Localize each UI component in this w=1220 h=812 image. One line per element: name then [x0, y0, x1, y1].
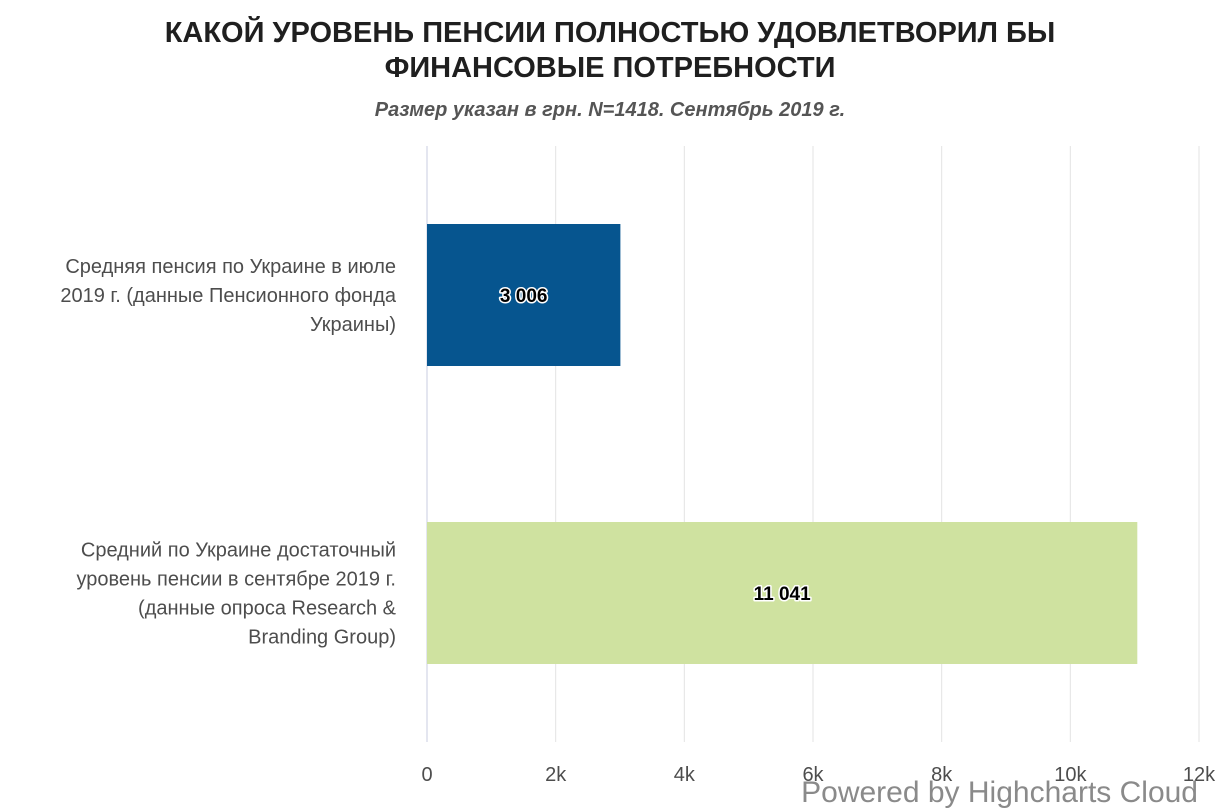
- x-tick-label: 6k: [802, 764, 824, 786]
- data-labels: 3 006 11 041: [498, 285, 812, 607]
- category-label-line: уровень пенсии в сентябре 2019 г.: [76, 569, 396, 591]
- category-label-line: Средняя пенсия по Украине в июле: [65, 256, 396, 278]
- chart-subtitle: Размер указан в грн. N=1418. Сентябрь 20…: [375, 99, 845, 121]
- data-label: 11 041: [754, 584, 811, 605]
- category-label-line: 2019 г. (данные Пенсионного фонда: [60, 285, 396, 307]
- category-label-line: Средний по Украине достаточный: [81, 540, 396, 562]
- x-tick-label: 4k: [674, 764, 696, 786]
- x-tick-label: 8k: [931, 764, 953, 786]
- category-label-line: Украины): [310, 314, 396, 336]
- category-label-line: (данные опроса Research &: [138, 598, 397, 620]
- category-label: Средняя пенсия по Украине в июле 2019 г. …: [60, 256, 396, 336]
- category-label-line: Branding Group): [248, 627, 396, 649]
- x-axis-tick-labels: 0 2k 4k 6k 8k 10k 12k: [421, 764, 1216, 786]
- x-tick-label: 12k: [1183, 764, 1216, 786]
- bars: [427, 224, 1138, 664]
- data-label: 3 006: [500, 286, 548, 307]
- x-tick-label: 2k: [545, 764, 567, 786]
- highcharts-credits[interactable]: Powered by Highcharts Cloud: [801, 776, 1198, 809]
- category-label: Средний по Украине достаточный уровень пе…: [76, 540, 396, 649]
- chart-title: КАКОЙ УРОВЕНЬ ПЕНСИИ ПОЛНОСТЬЮ УДОВЛЕТВО…: [165, 15, 1056, 84]
- chart-title-line-2: ФИНАНСОВЫЕ ПОТРЕБНОСТИ: [385, 52, 836, 84]
- chart-title-line-1: КАКОЙ УРОВЕНЬ ПЕНСИИ ПОЛНОСТЬЮ УДОВЛЕТВО…: [165, 15, 1056, 49]
- x-tick-label: 0: [421, 764, 432, 786]
- bar[interactable]: [427, 224, 621, 366]
- category-labels: Средняя пенсия по Украине в июле 2019 г. …: [60, 256, 396, 649]
- bar[interactable]: [427, 522, 1138, 664]
- x-tick-label: 10k: [1054, 764, 1087, 786]
